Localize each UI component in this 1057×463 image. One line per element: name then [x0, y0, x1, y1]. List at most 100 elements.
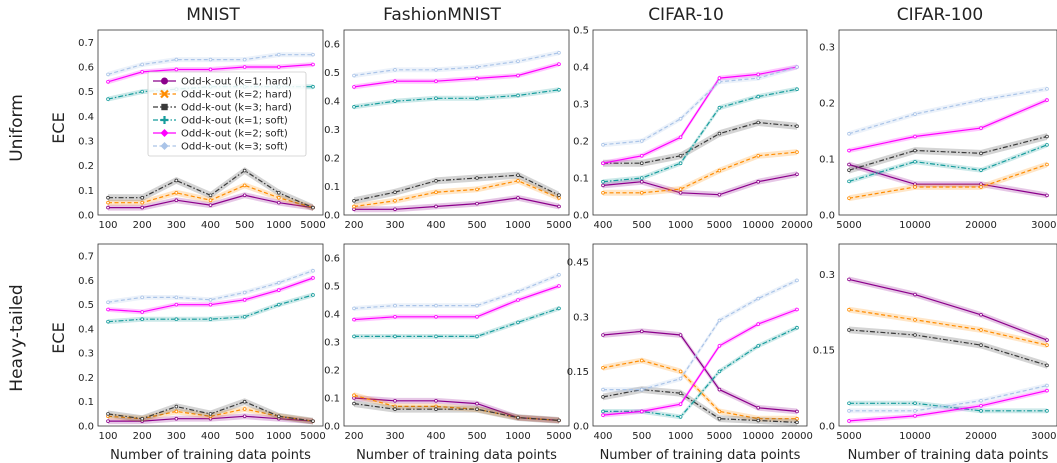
data-point: [557, 193, 561, 197]
data-point: [516, 320, 520, 325]
series-band: [603, 171, 797, 198]
series-5: [601, 307, 799, 418]
data-point: [516, 415, 520, 420]
x-tick-label: 200: [133, 431, 152, 442]
data-point: [717, 318, 722, 323]
x-tick-label: 10000: [899, 431, 931, 442]
data-point: [393, 99, 397, 103]
x-tick-label: 5000: [836, 220, 861, 231]
data-point: [717, 416, 722, 421]
column-title-fashionmnist: FashionMNIST: [383, 5, 501, 25]
data-point: [242, 65, 247, 69]
data-point: [311, 276, 315, 280]
series-band: [354, 61, 559, 90]
data-point: [352, 105, 356, 109]
y-tick-label: 0.5: [324, 282, 340, 293]
y-tick-label: 0.2: [324, 366, 340, 377]
data-point: [979, 126, 983, 130]
series-band: [108, 52, 313, 77]
y-tick-label: 0.1: [324, 182, 340, 193]
data-point: [516, 179, 520, 183]
data-point: [174, 404, 179, 409]
legend-marker-square-icon: [161, 103, 168, 111]
y-tick-label: 0.5: [78, 300, 94, 311]
x-tick-label: 10000: [899, 220, 931, 231]
data-point: [557, 418, 561, 423]
data-point: [311, 84, 315, 89]
data-point: [717, 80, 722, 84]
data-point: [475, 201, 479, 206]
x-axis-label: Number of training data points: [600, 448, 801, 463]
legend-entry: Odd-k-out (k=1; soft): [153, 116, 288, 127]
x-tick-label: 300: [385, 431, 404, 442]
data-point: [140, 317, 144, 322]
data-point: [393, 190, 397, 195]
data-point: [106, 72, 110, 77]
series-line: [353, 174, 560, 202]
series-band: [603, 64, 797, 166]
x-tick-label: 20000: [781, 431, 813, 442]
data-point: [913, 414, 917, 418]
series-band: [108, 167, 313, 212]
data-point: [678, 187, 683, 191]
data-point: [913, 292, 917, 297]
data-point: [913, 112, 917, 116]
data-point: [140, 89, 144, 94]
series-line: [602, 66, 798, 146]
x-tick-label: 200: [344, 431, 363, 442]
x-tick-label: 500: [235, 431, 254, 442]
series-2: [847, 161, 1049, 202]
series-1: [847, 276, 1049, 343]
data-point: [434, 179, 438, 183]
data-point: [601, 387, 605, 392]
series-3: [106, 398, 315, 425]
series-1: [601, 171, 799, 198]
series-band: [354, 50, 559, 78]
series-6: [352, 272, 561, 311]
data-point: [106, 319, 110, 324]
x-tick-label: 1000: [266, 220, 291, 231]
data-point: [639, 409, 644, 414]
data-point: [475, 334, 479, 339]
series-band: [108, 182, 313, 211]
series-4: [601, 86, 799, 185]
data-point: [717, 192, 722, 197]
y-axis-label-heavy-tailed: ECE: [49, 322, 68, 353]
x-tick-label: 300: [385, 220, 404, 231]
y-tick-label: 0.4: [324, 310, 340, 321]
series-4: [352, 306, 561, 339]
legend-entry: Odd-k-out (k=2; hard): [153, 90, 292, 101]
series-5: [601, 64, 799, 166]
series-band: [849, 326, 1047, 369]
data-point: [678, 135, 683, 140]
data-point: [557, 62, 561, 66]
data-point: [1045, 193, 1049, 198]
data-point: [847, 419, 851, 423]
panel-uniform-cifar10: 0.0 0.1 0.2 0.3 0.4 0.5 400 500 1000 5000 10000 200…: [573, 26, 813, 232]
data-point: [639, 161, 644, 166]
data-point: [277, 302, 281, 307]
series-3: [106, 167, 315, 212]
data-point: [756, 120, 760, 125]
data-point: [434, 407, 438, 412]
y-tick-label: 0.3: [819, 270, 835, 281]
data-point: [639, 191, 644, 195]
data-point: [277, 52, 281, 57]
data-point: [434, 303, 438, 308]
data-point: [106, 200, 110, 205]
data-point: [795, 409, 799, 414]
data-point: [795, 87, 799, 91]
x-tick-label: 400: [426, 431, 445, 442]
x-tick-label: 5000: [836, 431, 861, 442]
y-tick-label: 0.4: [78, 112, 94, 123]
data-point: [601, 365, 605, 370]
data-point: [913, 409, 917, 413]
data-point: [208, 57, 213, 62]
series-1: [352, 195, 561, 213]
data-point: [601, 333, 605, 337]
series-4: [847, 142, 1049, 184]
data-point: [756, 322, 760, 326]
data-point: [434, 204, 438, 209]
row-label-uniform: Uniform: [7, 94, 27, 162]
